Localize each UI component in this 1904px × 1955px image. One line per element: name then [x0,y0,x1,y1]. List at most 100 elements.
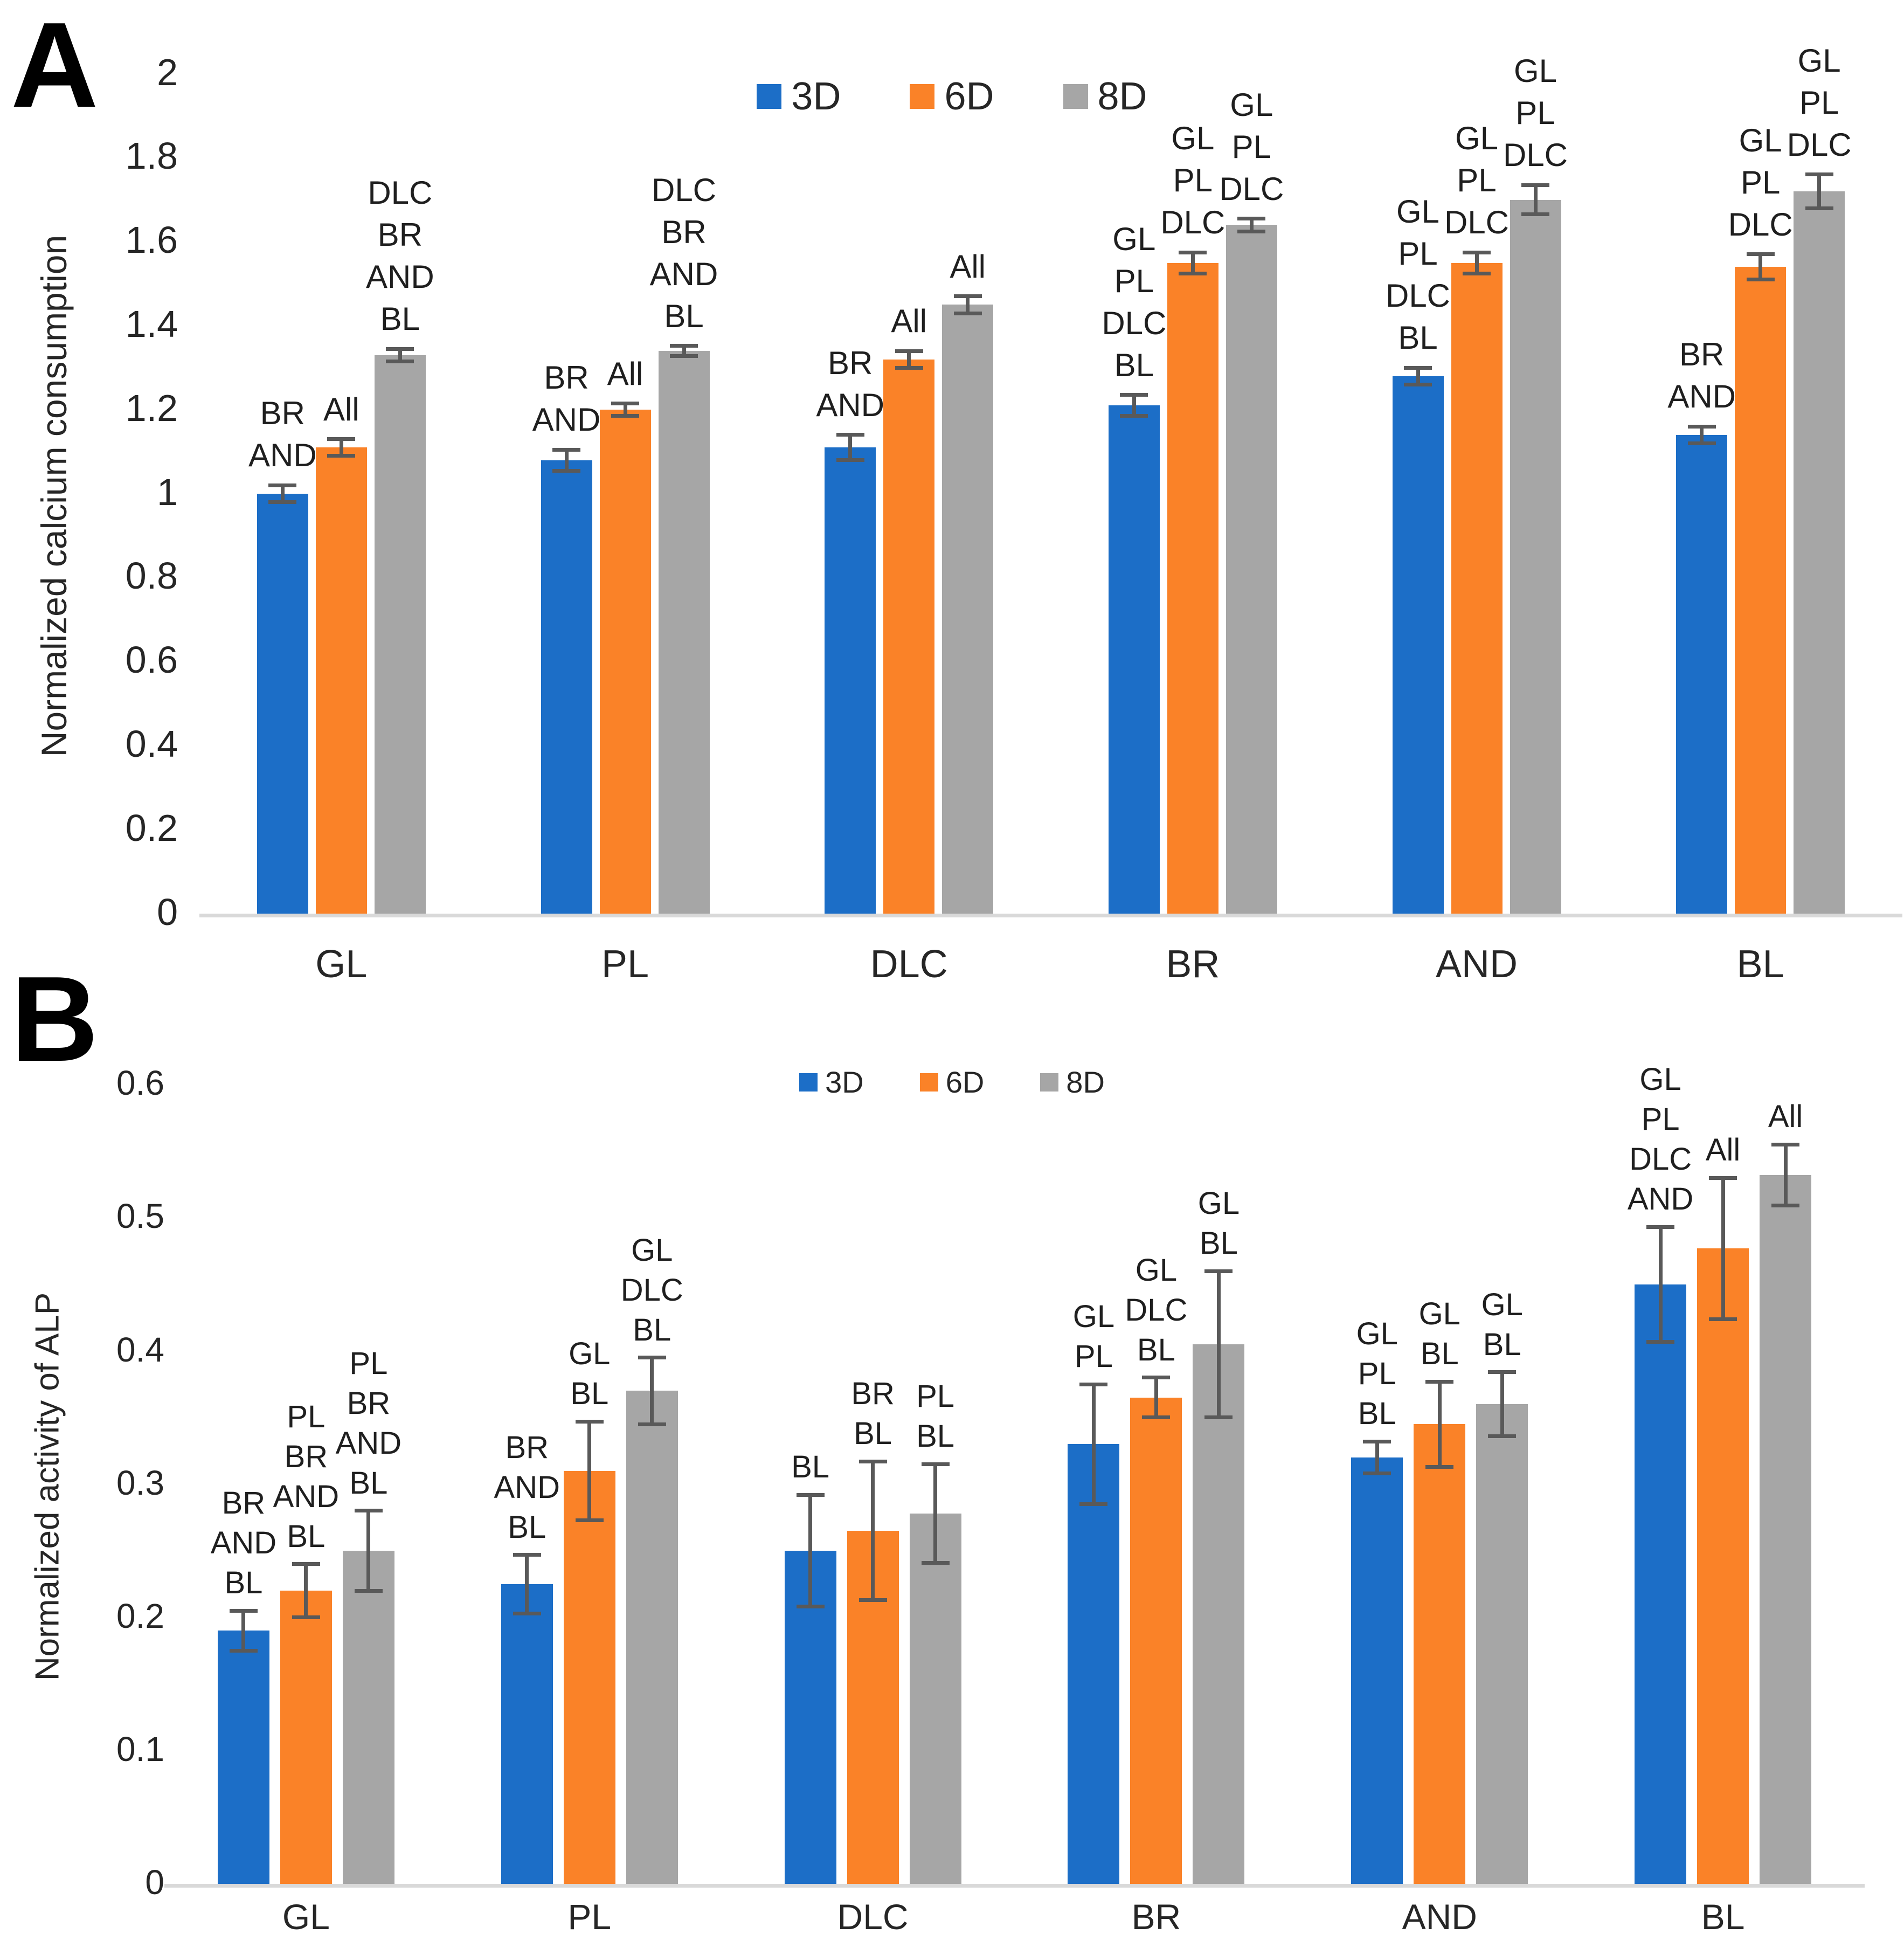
y-tick-label: 0 [145,1863,164,1902]
bar-annotation: BL [791,1449,830,1485]
category-label-gl: GL [282,1897,330,1937]
legend-swatch-6d [910,84,935,109]
legend-item-6d: 6D [919,1065,985,1100]
bar-annotation: All [607,355,643,392]
y-tick-label: 0.3 [116,1463,164,1502]
y-tick-label: 1.2 [125,386,178,429]
y-tick-label: 0.4 [116,1330,164,1369]
bar-3d-and [1392,376,1444,914]
bar-6d-br [1167,262,1218,914]
error-bar-cap [354,1588,383,1593]
bar-8d-br [1193,1344,1245,1884]
bar-3d-pl [541,460,592,914]
bar-8d-dlc [909,1513,961,1884]
bar-8d-bl [1760,1175,1812,1884]
error-bar-cap [953,311,982,315]
error-bar-line [1817,174,1822,209]
y-tick-label: 0.5 [116,1197,164,1236]
y-tick-label: 2 [157,51,178,93]
bar-3d-bl [1676,434,1728,914]
panel-b-legend: 3D 6D 8D [0,1065,1904,1100]
error-bar-line [1721,1178,1725,1319]
legend-item-8d: 8D [1040,1065,1105,1100]
y-tick-label: 0.2 [116,1596,164,1635]
legend-item-6d: 6D [910,74,994,119]
y-tick-label: 0.1 [116,1730,164,1769]
error-bar-cap [895,349,923,353]
bar-6d-gl [315,447,367,914]
bar-annotation: GL PL DLC [1160,120,1226,241]
category-label-br: BR [1166,943,1220,986]
error-bar-cap [670,354,698,358]
error-bar-cap [1237,217,1266,221]
error-bar-line [808,1495,813,1607]
bar-annotation: GL PL DLC [1444,120,1510,241]
error-bar-line [1132,395,1136,416]
error-bar-cap [575,1419,604,1424]
error-bar-cap [1179,250,1207,254]
bar-annotation: BR AND [248,395,317,474]
error-bar-line [623,403,627,416]
bar-3d-gl [217,1631,269,1884]
bar-8d-pl [626,1391,678,1884]
error-bar-line [280,485,285,502]
error-bar-cap [1404,365,1432,370]
bar-annotation: GL PL DLC [1787,42,1852,163]
bar-annotation: GL BL [1418,1296,1460,1372]
bar-8d-and [1510,199,1561,914]
error-bar-cap [670,344,698,348]
error-bar-line [241,1611,246,1651]
error-bar-cap [1079,1382,1108,1386]
panel-a-label: A [11,0,98,133]
bar-3d-br [1108,405,1160,914]
bar-6d-bl [1697,1248,1749,1884]
bar-annotation: GL PL DLC AND [1627,1062,1694,1217]
error-bar-cap [921,1560,950,1565]
bar-annotation: GL PL BL [1356,1316,1398,1432]
bar-6d-gl [280,1591,332,1884]
error-bar-cap [953,294,982,299]
error-bar-cap [836,433,864,437]
bar-6d-pl [563,1470,615,1884]
error-bar-line [1249,218,1254,232]
error-bar-cap [229,1648,258,1653]
error-bar-line [1091,1384,1096,1504]
bar-annotation: GL DLC BL [620,1232,683,1348]
legend-label: 6D [945,1065,985,1099]
bar-annotation: All [950,248,986,285]
bar-8d-and [1476,1404,1528,1884]
error-bar-cap [1488,1434,1517,1439]
error-bar-cap [611,402,639,405]
error-bar-line [1154,1377,1158,1418]
y-tick-label: 1.8 [125,135,178,177]
bar-annotation: All [1705,1132,1741,1168]
error-bar-cap [292,1615,320,1620]
error-bar-cap [1488,1370,1517,1374]
error-bar-cap [327,454,356,458]
error-bar-line [1533,185,1538,215]
category-label-br: BR [1131,1897,1181,1937]
legend-swatch-8d [1040,1073,1059,1092]
error-bar-line [650,1357,654,1425]
category-label-bl: BL [1736,943,1784,986]
y-tick-label: 1.4 [125,303,178,345]
error-bar-cap [1463,271,1491,275]
error-bar-line [1500,1372,1504,1436]
bar-annotation: DLC BR AND BL [365,175,434,337]
panel-a-plot-area: BR AND All DLC BR AND BL BR AND All DLC BR AN… [199,43,1902,917]
error-bar-cap [1646,1225,1675,1229]
bar-annotation: All [323,391,359,427]
error-bar-cap [1771,1204,1800,1208]
bar-6d-pl [599,410,651,914]
error-bar-cap [1204,1269,1233,1273]
error-bar-line [1216,1271,1221,1418]
error-bar-cap [292,1562,320,1566]
category-label-and: AND [1435,943,1518,986]
category-label-pl: PL [567,1897,612,1937]
bar-annotation: GL BL [569,1336,611,1412]
error-bar-cap [552,447,580,452]
bar-annotation: BR AND BL [494,1429,560,1545]
panel-b-label: B [11,951,98,1087]
error-bar-cap [1363,1439,1391,1443]
error-bar-line [871,1461,875,1600]
